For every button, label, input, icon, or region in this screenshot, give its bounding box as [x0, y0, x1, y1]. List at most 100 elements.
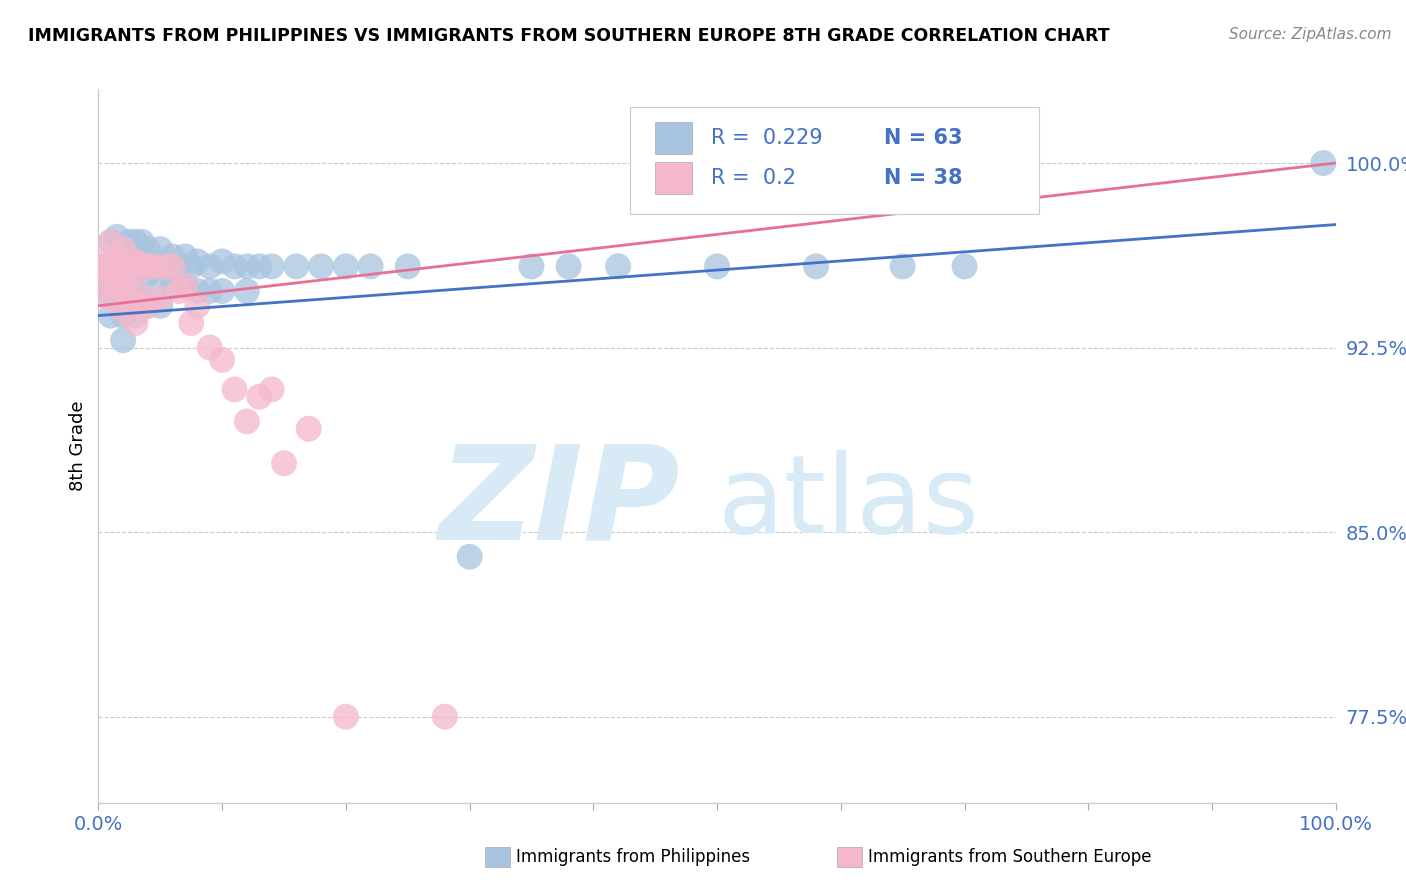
- Point: [198, 284, 221, 298]
- Text: atlas: atlas: [717, 450, 979, 556]
- Point: [100, 235, 122, 249]
- Point: [136, 267, 159, 281]
- Point: [118, 291, 141, 305]
- Point: [198, 260, 221, 274]
- Point: [93, 260, 115, 274]
- Point: [93, 284, 115, 298]
- Point: [112, 333, 135, 347]
- Point: [706, 260, 728, 274]
- FancyBboxPatch shape: [655, 162, 692, 194]
- Text: R =  0.2: R = 0.2: [711, 169, 796, 188]
- Point: [236, 284, 259, 298]
- Point: [186, 299, 208, 313]
- Point: [131, 260, 153, 274]
- Point: [118, 235, 141, 249]
- Point: [124, 309, 146, 323]
- Point: [167, 284, 190, 298]
- Point: [100, 267, 122, 281]
- Point: [335, 709, 357, 723]
- Point: [97, 260, 120, 274]
- Point: [100, 291, 122, 305]
- Text: Source: ZipAtlas.com: Source: ZipAtlas.com: [1229, 27, 1392, 42]
- Point: [162, 279, 184, 293]
- Point: [224, 260, 246, 274]
- Point: [273, 456, 295, 470]
- Point: [186, 284, 208, 298]
- Y-axis label: 8th Grade: 8th Grade: [69, 401, 87, 491]
- Point: [149, 274, 172, 288]
- Point: [112, 274, 135, 288]
- Point: [100, 260, 122, 274]
- Point: [285, 260, 308, 274]
- Point: [112, 242, 135, 256]
- Point: [174, 279, 197, 293]
- Point: [105, 260, 128, 274]
- Point: [309, 260, 332, 274]
- Point: [112, 260, 135, 274]
- Point: [136, 260, 159, 274]
- Point: [260, 260, 283, 274]
- Point: [520, 260, 543, 274]
- Point: [100, 235, 122, 249]
- Point: [93, 279, 115, 293]
- Point: [149, 242, 172, 256]
- Text: N = 38: N = 38: [884, 169, 963, 188]
- Point: [396, 260, 419, 274]
- Point: [557, 260, 579, 274]
- Point: [112, 284, 135, 298]
- Point: [360, 260, 382, 274]
- Point: [105, 230, 128, 244]
- Point: [167, 260, 190, 274]
- Point: [124, 316, 146, 330]
- Point: [247, 390, 270, 404]
- Point: [224, 383, 246, 397]
- Point: [112, 242, 135, 256]
- Point: [186, 254, 208, 268]
- Point: [149, 299, 172, 313]
- Point: [607, 260, 630, 274]
- FancyBboxPatch shape: [630, 107, 1039, 214]
- Point: [953, 260, 976, 274]
- Point: [93, 254, 115, 268]
- Point: [458, 549, 481, 564]
- Point: [211, 284, 233, 298]
- Point: [211, 254, 233, 268]
- Point: [136, 299, 159, 313]
- Point: [131, 291, 153, 305]
- Point: [124, 284, 146, 298]
- Point: [124, 284, 146, 298]
- Point: [247, 260, 270, 274]
- Point: [174, 279, 197, 293]
- Text: ZIP: ZIP: [439, 440, 681, 566]
- Point: [105, 279, 128, 293]
- Point: [804, 260, 827, 274]
- Point: [112, 303, 135, 318]
- Text: N = 63: N = 63: [884, 128, 963, 148]
- Point: [143, 260, 166, 274]
- FancyBboxPatch shape: [655, 121, 692, 153]
- Point: [1312, 156, 1334, 170]
- Point: [124, 254, 146, 268]
- Point: [149, 291, 172, 305]
- Point: [100, 284, 122, 298]
- Point: [118, 291, 141, 305]
- Point: [131, 299, 153, 313]
- Point: [136, 242, 159, 256]
- Point: [298, 422, 321, 436]
- Point: [124, 260, 146, 274]
- Point: [236, 414, 259, 428]
- Point: [136, 299, 159, 313]
- Text: IMMIGRANTS FROM PHILIPPINES VS IMMIGRANTS FROM SOUTHERN EUROPE 8TH GRADE CORRELA: IMMIGRANTS FROM PHILIPPINES VS IMMIGRANT…: [28, 27, 1109, 45]
- Point: [124, 235, 146, 249]
- Point: [143, 260, 166, 274]
- Point: [180, 316, 202, 330]
- Text: R =  0.229: R = 0.229: [711, 128, 823, 148]
- Point: [105, 250, 128, 264]
- Point: [433, 709, 456, 723]
- Point: [174, 250, 197, 264]
- Text: Immigrants from Southern Europe: Immigrants from Southern Europe: [868, 848, 1152, 866]
- Point: [211, 352, 233, 367]
- Point: [198, 341, 221, 355]
- Point: [112, 309, 135, 323]
- Point: [155, 260, 177, 274]
